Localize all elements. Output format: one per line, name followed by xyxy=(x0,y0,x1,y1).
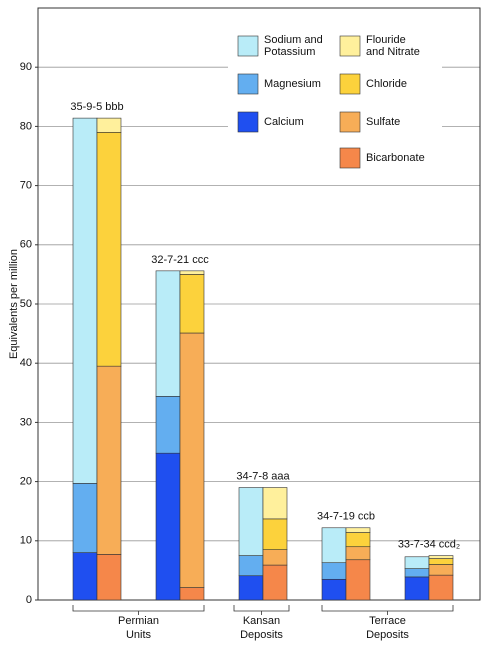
group-label: Terrace xyxy=(369,615,406,627)
bar-segment xyxy=(428,555,454,559)
bar-segment xyxy=(345,532,371,548)
legend-label: Magnesium xyxy=(264,78,321,90)
y-tick-label: 40 xyxy=(20,357,32,369)
y-axis-label: Equivalents per million xyxy=(8,249,20,359)
y-tick-label: 30 xyxy=(20,416,32,428)
bar-segment xyxy=(262,564,288,601)
group-label: Kansan xyxy=(243,615,280,627)
bar-segment xyxy=(155,396,181,454)
group-label: Permian xyxy=(118,615,159,627)
legend-swatch xyxy=(339,111,361,133)
legend-label: Sodium and xyxy=(264,34,323,46)
bar-segment xyxy=(96,365,122,555)
site-label: 34-7-8 aaa xyxy=(236,470,290,482)
bar-segment xyxy=(262,518,288,550)
legend-swatch xyxy=(237,73,259,95)
bar-segment xyxy=(72,552,98,601)
legend-swatch xyxy=(339,73,361,95)
bar-segment xyxy=(428,574,454,601)
bar-segment xyxy=(179,270,205,275)
site-label: 34-7-19 ccb xyxy=(317,511,375,523)
legend-label: Sulfate xyxy=(366,116,400,128)
legend-swatch xyxy=(339,147,361,169)
legend-swatch xyxy=(339,35,361,57)
bar-segment xyxy=(179,332,205,588)
group-label: Deposits xyxy=(366,629,409,641)
bar-segment xyxy=(238,487,264,556)
bar-segment xyxy=(238,555,264,577)
site-label: 32-7-21 ccc xyxy=(151,254,209,266)
bar-segment xyxy=(262,549,288,566)
group-bracket xyxy=(233,605,290,615)
bar-segment xyxy=(428,558,454,565)
bar-segment xyxy=(262,487,288,520)
y-tick-label: 90 xyxy=(20,61,32,73)
y-tick-label: 60 xyxy=(20,239,32,251)
bar-segment xyxy=(72,483,98,553)
bar-segment xyxy=(404,576,430,601)
bar-segment xyxy=(96,132,122,367)
y-tick-label: 70 xyxy=(20,180,32,192)
bar-segment xyxy=(321,578,347,601)
y-tick-label: 50 xyxy=(20,298,32,310)
y-tick-label: 0 xyxy=(26,594,32,606)
y-tick-label: 20 xyxy=(20,476,32,488)
bar-segment xyxy=(155,270,181,397)
legend-label: Potassium xyxy=(264,46,315,58)
bar-segment xyxy=(345,527,371,533)
legend-label: Bicarbonate xyxy=(366,152,425,164)
y-tick-label: 10 xyxy=(20,535,32,547)
legend-swatch xyxy=(237,111,259,133)
bar-segment xyxy=(179,274,205,334)
bar-segment xyxy=(345,546,371,561)
group-bracket xyxy=(72,605,205,615)
bar-segment xyxy=(96,117,122,133)
site-label: 33-7-34 ccd₂ xyxy=(398,539,460,551)
bar-segment xyxy=(96,554,122,601)
bar-segment xyxy=(321,562,347,580)
bar-segment xyxy=(345,559,371,601)
group-label: Deposits xyxy=(240,629,283,641)
legend-box xyxy=(228,28,442,178)
bar-segment xyxy=(321,527,347,564)
legend-swatch xyxy=(237,35,259,57)
bar-segment xyxy=(428,564,454,576)
group-label: Units xyxy=(126,629,152,641)
bar-segment xyxy=(404,568,430,578)
bar-segment xyxy=(404,556,430,569)
bar-segment xyxy=(155,452,181,601)
bar-segment xyxy=(72,117,98,484)
y-tick-label: 80 xyxy=(20,120,32,132)
group-bracket xyxy=(321,605,454,615)
site-label: 35-9-5 bbb xyxy=(70,101,123,113)
legend-label: and Nitrate xyxy=(366,46,420,58)
legend-label: Calcium xyxy=(264,116,304,128)
legend-label: Flouride xyxy=(366,34,406,46)
bar-segment xyxy=(238,575,264,601)
bar-segment xyxy=(179,587,205,601)
legend-label: Chloride xyxy=(366,78,407,90)
